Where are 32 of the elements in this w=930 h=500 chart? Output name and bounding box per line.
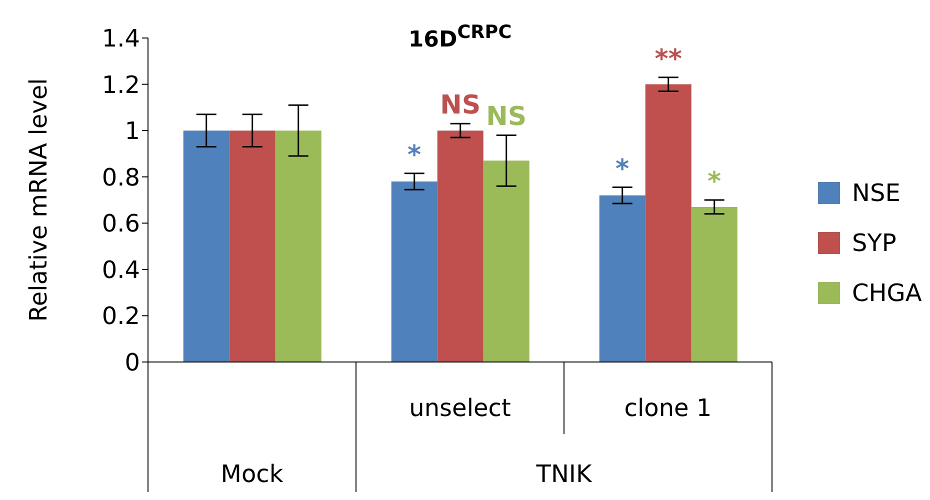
y-axis-title: Relative mRNA level: [24, 78, 53, 322]
y-tick-label: 1.4: [102, 24, 140, 53]
text: TNIK: [535, 460, 593, 488]
y-tick-label: 0.4: [102, 256, 140, 284]
bar: [691, 206, 738, 362]
legend-label: NSE: [852, 179, 900, 207]
y-tick-label: 0.2: [102, 302, 140, 330]
y-tick-label: 1.2: [102, 70, 140, 99]
y-tick-label: 1: [124, 117, 140, 146]
x-tick-label: clone 1: [624, 394, 712, 422]
bar: [599, 195, 646, 362]
y-tick-label: 0.8: [102, 163, 140, 192]
data-label: **: [654, 44, 682, 74]
bar: [437, 130, 484, 362]
data-label: *: [708, 167, 722, 197]
bar: [183, 130, 230, 362]
data-label: NS: [440, 90, 481, 121]
bar: [483, 160, 530, 362]
data-label: *: [408, 140, 422, 170]
y-tick-label: 0: [124, 348, 140, 377]
x-tick-label: unselect: [409, 394, 511, 422]
chart-title: 16D$^{CRPC}$: [408, 22, 512, 52]
legend-label: SYP: [852, 229, 896, 257]
data-label: *: [616, 154, 630, 184]
y-tick-label: 0.6: [102, 210, 140, 238]
bar: [391, 181, 438, 362]
legend-label: CHGA: [852, 279, 922, 307]
bar: [275, 130, 322, 362]
text: Mock: [220, 460, 284, 488]
bar: [229, 130, 276, 362]
bar: [645, 84, 692, 362]
data-label: NS: [486, 102, 527, 132]
